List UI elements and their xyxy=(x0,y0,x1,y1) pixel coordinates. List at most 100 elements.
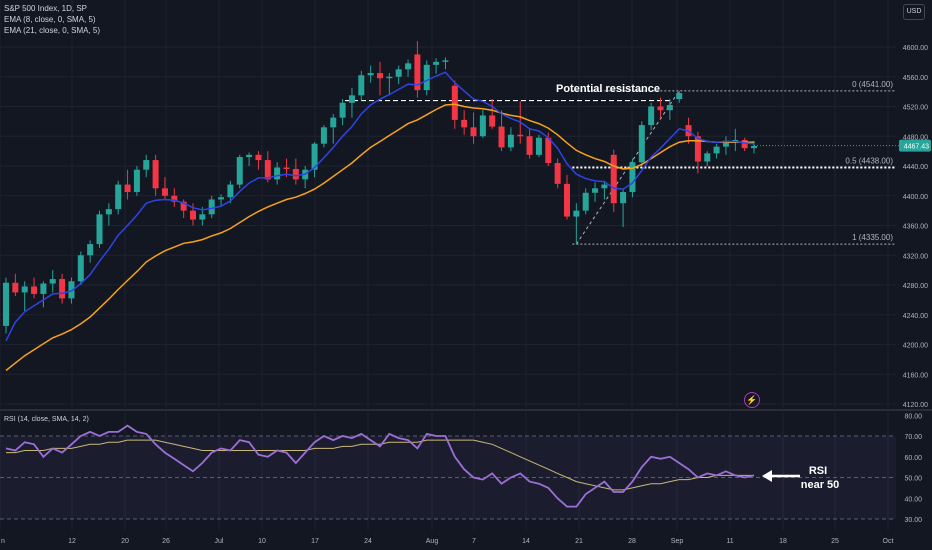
candle-body xyxy=(498,126,505,148)
candle-body xyxy=(208,199,215,215)
candle-body xyxy=(21,286,28,293)
date-tick-label: 10 xyxy=(258,538,266,545)
date-tick-label: 14 xyxy=(522,538,530,545)
candle-body xyxy=(152,160,159,189)
rsi-arrow-head xyxy=(762,470,772,482)
candle-body xyxy=(171,195,178,202)
candle-body xyxy=(741,139,748,149)
candle-body xyxy=(442,60,449,62)
candle-body xyxy=(751,145,757,149)
candle-body xyxy=(246,154,253,158)
rsi-legend[interactable]: RSI (14, close, SMA, 14, 2) xyxy=(4,416,89,423)
date-tick-label: 24 xyxy=(364,538,372,545)
candle-body xyxy=(143,160,150,170)
candle-body xyxy=(479,115,486,137)
rsi-line xyxy=(5,424,755,508)
date-tick-label: 28 xyxy=(628,538,636,545)
candle-body xyxy=(517,134,524,137)
rsi-note-line2: near 50 xyxy=(801,479,840,491)
candle-body xyxy=(358,75,365,96)
candle-body xyxy=(255,154,262,161)
candle-body xyxy=(526,136,533,155)
legend: S&P 500 Index, 1D, SP EMA (8, close, 0, … xyxy=(4,3,100,36)
fib-level-label: 0.5 (4438.00) xyxy=(845,156,893,165)
candle-body xyxy=(283,167,290,169)
candle-body xyxy=(339,102,346,118)
candle-body xyxy=(77,255,84,282)
candle-body xyxy=(470,127,477,137)
price-tick-label: 4160.00 xyxy=(903,372,928,379)
fib-level-label: 1 (4335.00) xyxy=(852,233,893,242)
candle-body xyxy=(666,105,673,111)
rsi-tick-label: 30.00 xyxy=(904,517,922,524)
candle-body xyxy=(732,139,739,141)
candle-body xyxy=(180,201,187,211)
candle-body xyxy=(105,209,112,215)
price-tick-label: 4280.00 xyxy=(903,283,928,290)
price-tick-label: 4360.00 xyxy=(903,224,928,231)
candle-body xyxy=(461,119,468,128)
candle-body xyxy=(704,153,711,162)
candle-body xyxy=(554,163,561,184)
candle-body xyxy=(199,214,206,220)
candle-body xyxy=(49,279,56,284)
ema21-legend[interactable]: EMA (21, close, 0, SMA, 5) xyxy=(4,26,101,35)
candle-body xyxy=(433,61,440,65)
date-tick-label: 18 xyxy=(779,538,787,545)
price-tick-label: 4600.00 xyxy=(903,45,928,52)
candle-body xyxy=(115,184,122,210)
candle-body xyxy=(620,192,627,204)
candle-body xyxy=(377,73,383,79)
date-tick-label: 25 xyxy=(831,538,839,545)
candle-body xyxy=(292,168,299,180)
rsi-ma-line xyxy=(6,439,754,491)
rsi-note-line1: RSI xyxy=(809,465,827,477)
candle-body xyxy=(386,76,393,79)
candle-body xyxy=(722,140,729,147)
price-tick-label: 4240.00 xyxy=(903,313,928,320)
candle-body xyxy=(694,136,701,162)
candle-body xyxy=(573,210,580,217)
date-tick-label: 26 xyxy=(162,538,170,545)
rsi-tick-label: 80.00 xyxy=(904,413,922,420)
candle-body xyxy=(330,117,337,128)
symbol-line[interactable]: S&P 500 Index, 1D, SP xyxy=(4,4,88,13)
price-tick-label: 4520.00 xyxy=(903,105,928,112)
candle-body xyxy=(610,154,617,204)
currency-button[interactable]: USD xyxy=(903,4,925,20)
last-price-label: 4467.43 xyxy=(904,144,929,151)
candle-body xyxy=(423,64,430,91)
date-tick-label: n xyxy=(1,538,5,545)
candle-body xyxy=(96,214,103,245)
ema8-line xyxy=(5,71,755,342)
candle-body xyxy=(535,137,542,155)
candle-body xyxy=(395,69,402,77)
lightning-icon[interactable]: ⚡ xyxy=(744,392,760,408)
date-tick-label: 12 xyxy=(68,538,76,545)
candle-body xyxy=(320,127,327,144)
candle-body xyxy=(582,192,589,211)
fib-level-label: 0 (4541.00) xyxy=(852,80,893,89)
rsi-tick-label: 70.00 xyxy=(904,434,922,441)
last-price-tag xyxy=(899,139,931,152)
price-tick-label: 4400.00 xyxy=(903,194,928,201)
candle-body xyxy=(3,282,9,326)
ema8-legend[interactable]: EMA (8, close, 0, SMA, 5) xyxy=(4,15,96,24)
candle-body xyxy=(451,85,458,120)
candle-body xyxy=(161,188,168,196)
price-tick-label: 4560.00 xyxy=(903,75,928,82)
date-tick-label: 17 xyxy=(311,538,319,545)
price-tick-label: 4480.00 xyxy=(903,134,928,141)
date-tick-label: Aug xyxy=(426,538,439,545)
date-tick-label: Oct xyxy=(883,538,894,545)
fib-trendline xyxy=(575,90,680,245)
date-tick-label: 21 xyxy=(575,538,583,545)
candle-body xyxy=(133,169,140,193)
candle-body xyxy=(348,95,355,103)
candle-body xyxy=(190,210,196,220)
ema21-line xyxy=(5,103,754,372)
date-tick-label: Jul xyxy=(215,538,224,545)
price-tick-label: 4120.00 xyxy=(903,402,928,409)
